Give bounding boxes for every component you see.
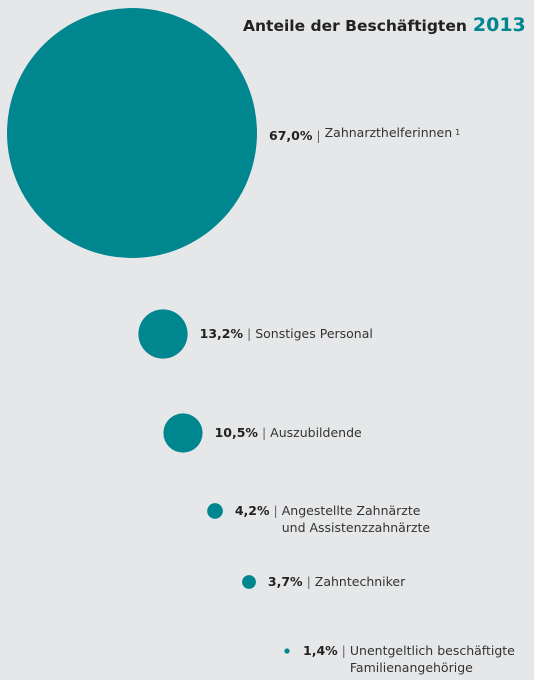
value-label: 67,0% [269,128,313,144]
category-label: Unentgeltlich beschäftigte Familienangeh… [349,643,515,675]
bubble-label: 4,2% | Angestellte Zahnärzte und Assistenz… [235,502,430,536]
separator: | [273,503,278,518]
bubble-label: 13,2% | Sonstiges Personal [200,325,373,342]
separator: | [316,128,321,144]
bubble [284,648,290,654]
bubble [163,413,203,453]
title-year: 2013 [472,14,526,36]
category-label: Auszubildende [270,425,362,440]
category-label: Zahntechniker [314,574,406,589]
separator: | [341,643,346,658]
bubble [138,309,188,359]
value-label: 13,2% [199,326,243,341]
chart-title: Anteile der Beschäftigten 2013 [243,14,526,36]
value-label: 3,7% [267,574,303,589]
bubble [7,8,257,258]
title-text: Anteile der Beschäftigten [243,17,467,35]
separator: | [261,425,267,440]
value-label: 10,5% [214,425,258,440]
bubble-label: 67,0% | Zahnarzthelferinnen 1 [269,124,460,144]
category-label: Sonstiges Personal [255,326,373,341]
bubble-label: 3,7% | Zahntechniker [268,573,405,590]
value-label: 4,2% [234,503,270,518]
footnote-mark: 1 [455,128,461,137]
bubble [242,575,256,589]
category-label: Angestellte Zahnärzte und Assistenzzahnä… [281,503,431,535]
bubble-label: 10,5% | Auszubildende [215,424,362,441]
separator: | [306,574,311,589]
bubble [207,503,223,519]
value-label: 1,4% [303,643,338,658]
separator: | [247,326,252,341]
bubble-label: 1,4% | Unentgeltlich beschäftigte Familien… [303,642,515,676]
category-label: Zahnarzthelferinnen [324,125,453,140]
